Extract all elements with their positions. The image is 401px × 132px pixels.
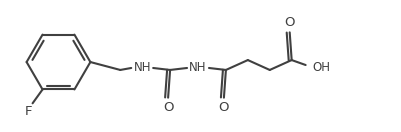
Text: NH: NH xyxy=(134,62,151,74)
Text: NH: NH xyxy=(189,62,207,74)
Text: OH: OH xyxy=(312,62,330,74)
Text: O: O xyxy=(284,16,295,29)
Text: F: F xyxy=(25,105,32,118)
Text: O: O xyxy=(219,101,229,114)
Text: O: O xyxy=(163,101,173,114)
